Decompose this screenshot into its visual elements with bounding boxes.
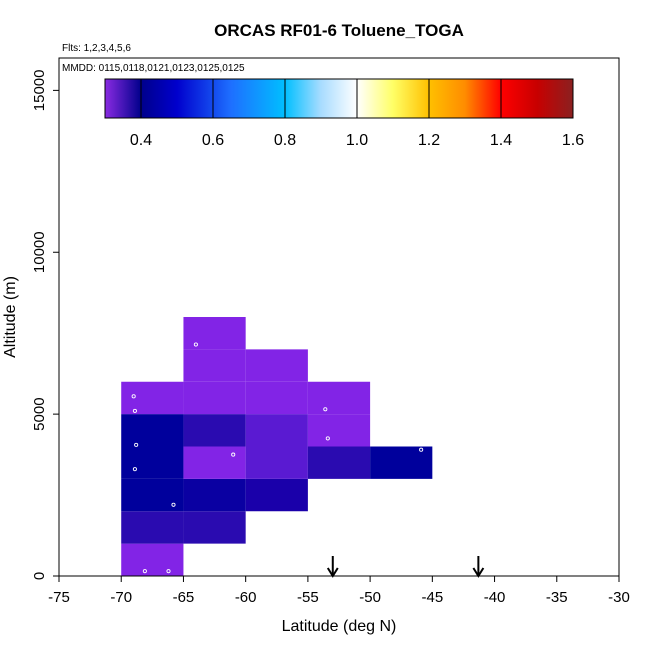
x-tick-label-0: -75	[48, 589, 70, 606]
arrow-1	[472, 556, 485, 578]
chart-title: ORCAS RF01-6 Toluene_TOGA	[214, 21, 464, 40]
sample-point-2	[171, 502, 176, 507]
heatmap-cell-11	[121, 414, 184, 447]
sample-points	[131, 342, 424, 574]
heatmap-cell-15	[121, 381, 184, 415]
y-tick-label-1: 5000	[31, 397, 48, 430]
sample-point-5	[231, 452, 236, 457]
x-tick-label-8: -35	[546, 589, 568, 606]
x-tick-label-6: -45	[421, 589, 443, 606]
heatmap-cell-12	[183, 414, 246, 447]
heatmap-cell-0	[121, 543, 184, 576]
x-tick-label-3: -60	[235, 589, 257, 606]
colorbar-tick-label-4: 1.2	[418, 132, 440, 149]
heatmap-cell-4	[183, 478, 246, 512]
heatmap-cell-17	[245, 381, 308, 415]
sample-point-7	[419, 447, 424, 452]
colorbar-tick-label-3: 1.0	[346, 132, 368, 149]
heatmap-cell-16	[183, 381, 246, 415]
heatmap-cell-21	[183, 317, 246, 350]
x-tick-label-1: -70	[110, 589, 132, 606]
sample-point-11	[193, 342, 198, 347]
dates-subtitle: MMDD: 0115,0118,0121,0123,0125,0125	[62, 63, 245, 74]
arrow-0	[326, 556, 339, 578]
heatmap-cell-3	[121, 478, 184, 512]
x-axis-label: Latitude (deg N)	[282, 618, 397, 635]
colorbar-gradient	[104, 78, 574, 119]
sample-point-9	[131, 394, 136, 399]
y-axis: 0 5000 10000 15000	[31, 70, 60, 580]
sample-point-0	[142, 569, 147, 574]
heatmap-cell-18	[307, 381, 371, 415]
flights-subtitle: Flts: 1,2,3,4,5,6	[62, 43, 131, 54]
sample-point-3	[132, 467, 137, 472]
colorbar-tick-label-0: 0.4	[130, 132, 152, 149]
sample-point-6	[325, 436, 330, 441]
colorbar-tick-label-6: 1.6	[562, 132, 584, 149]
colorbar-tick-label-2: 0.8	[274, 132, 296, 149]
heatmap-cells	[121, 317, 433, 576]
colorbar-tick-label-1: 0.6	[202, 132, 224, 149]
x-tick-label-5: -50	[359, 589, 381, 606]
sample-point-10	[323, 407, 328, 412]
colorbar: 0.4 0.6 0.8 1.0 1.2 1.4 1.6	[104, 78, 584, 149]
heatmap-cell-5	[245, 478, 308, 512]
heatmap-cell-7	[183, 446, 246, 479]
heatmap-cell-6	[121, 446, 184, 479]
x-tick-label-7: -40	[484, 589, 506, 606]
y-tick-label-3: 15000	[31, 70, 48, 112]
heatmap-cell-9	[307, 446, 371, 479]
x-tick-label-4: -55	[297, 589, 319, 606]
sample-point-4	[134, 442, 139, 447]
heatmap-cell-20	[245, 349, 308, 382]
y-tick-label-2: 10000	[31, 231, 48, 273]
sample-point-8	[132, 408, 137, 413]
y-axis-label: Altitude (m)	[2, 276, 19, 358]
heatmap-cell-14	[307, 414, 371, 447]
colorbar-tick-label-5: 1.4	[490, 132, 512, 149]
heatmap-cell-13	[245, 414, 308, 447]
x-tick-label-9: -30	[608, 589, 630, 606]
heatmap-cell-1	[121, 511, 184, 544]
heatmap-cell-10	[370, 446, 433, 479]
heatmap-cell-2	[183, 511, 246, 544]
heatmap-cell-19	[183, 349, 246, 382]
heatmap-cell-8	[245, 446, 308, 479]
location-arrows	[326, 556, 485, 578]
x-axis: -75 -70 -65 -60 -55 -50 -45 -40 -35 -30	[48, 575, 630, 606]
sample-point-1	[166, 569, 171, 574]
y-tick-label-0: 0	[31, 572, 48, 580]
x-tick-label-2: -65	[173, 589, 195, 606]
